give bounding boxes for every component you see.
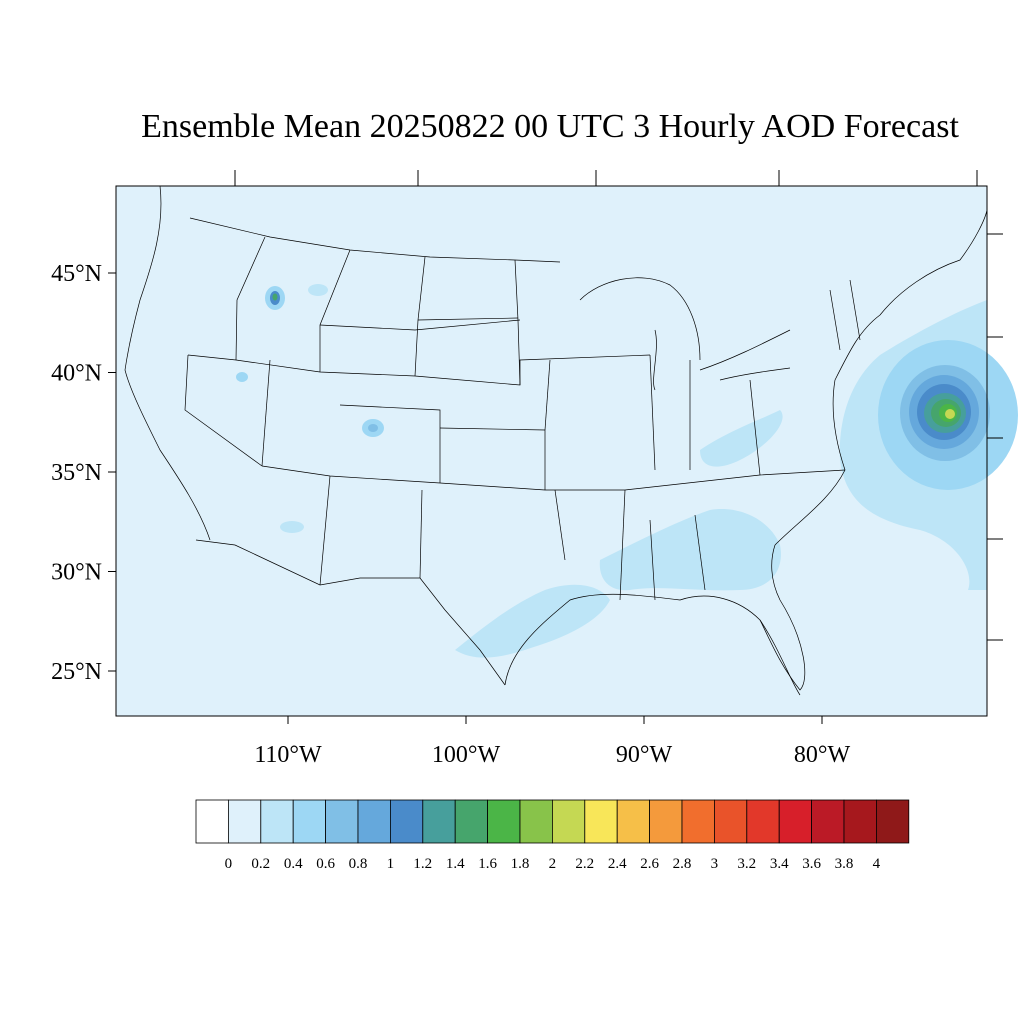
colorbar-swatch [714,799,748,844]
colorbar-label: 3.2 [737,856,756,872]
lon-tick-label: 100°W [432,742,501,768]
colorbar-swatch [357,799,391,844]
lat-tick-label: 25°N [51,659,102,685]
colorbar-label: 1.8 [511,856,530,872]
frame-ticks [234,170,1003,641]
chart-title: Ensemble Mean 20250822 00 UTC 3 Hourly A… [141,108,959,145]
colorbar-label: 2.2 [575,856,594,872]
colorbar-swatch [843,799,877,844]
colorbar-swatch [681,799,715,844]
idaho-fire [265,284,328,310]
lat-tick-label: 40°N [51,361,102,387]
colorbar-label: 1.6 [478,856,497,872]
lon-tick-label: 80°W [794,742,851,768]
colorbar-label: 1.2 [413,856,432,872]
colorbar-swatch [227,799,262,844]
colorbar-swatch [195,799,229,844]
colorbar-swatch [487,799,521,844]
longitude-axis: 110°W 100°W 90°W 80°W [254,716,850,768]
lon-tick-label: 110°W [254,742,322,768]
aod-shading [236,284,1018,658]
colorbar-label: 2.4 [608,856,627,872]
colorbar-swatch [552,799,586,844]
colorbar-swatch [584,799,618,844]
colorbar-swatch [519,799,553,844]
colorbar-label: 3.6 [802,856,821,872]
colorbar-label: 4 [873,856,881,872]
gulf-coast-haze [455,584,610,658]
colorbar-label: 0.4 [284,856,303,872]
lat-tick-label: 30°N [51,560,102,586]
colorbar-swatch [422,799,456,844]
lat-tick-label: 35°N [51,460,102,486]
map-frame [115,185,988,717]
colorbar-swatch [649,799,683,844]
colorbar-label: 3 [711,856,719,872]
colorbar-swatch [389,799,424,844]
colorbar-swatch [746,799,780,844]
lat-tick-label: 45°N [51,261,102,287]
colorbar-label: 2.6 [640,856,659,872]
colorado-fire [236,372,384,533]
southeast-haze [599,509,781,591]
colorbar-label: 2.8 [673,856,692,872]
colorbar: 0 0.2 0.4 0.6 0.8 1 1.2 1.4 1.6 1.8 2 2.2 2.4 2.6 2.8 3… [195,799,910,872]
colorbar-label: 1.4 [446,856,465,872]
colorbar-swatch [811,799,845,844]
atlantic-smoke-plume [839,300,1018,590]
colorbar-label: 3.4 [770,856,789,872]
colorbar-swatch [292,799,327,844]
colorbar-label: 2 [549,856,557,872]
colorbar-swatch [616,799,651,844]
colorbar-swatch [876,799,910,844]
colorbar-swatch [454,799,489,844]
colorbar-label: 0.2 [251,856,270,872]
latitude-axis: 45°N 40°N 35°N 30°N 25°N [51,261,116,685]
colorbar-label: 3.8 [835,856,854,872]
colorbar-label: 0 [225,856,233,872]
colorbar-swatch [260,799,294,844]
state-borders [124,185,988,696]
colorbar-swatch [325,799,359,844]
colorbar-label: 0.8 [349,856,368,872]
colorbar-label: 0.6 [316,856,335,872]
colorbar-label: 1 [387,856,395,872]
lon-tick-label: 90°W [616,742,673,768]
colorbar-swatch [778,799,813,844]
